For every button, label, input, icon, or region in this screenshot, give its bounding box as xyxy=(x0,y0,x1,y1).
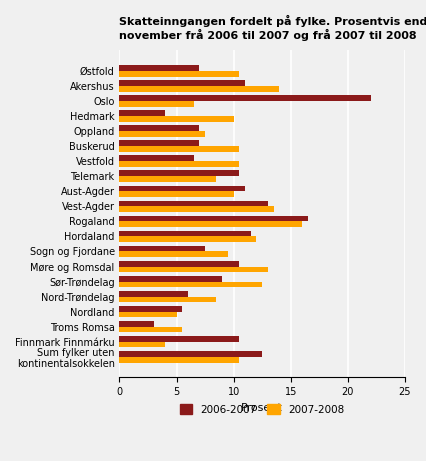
Bar xyxy=(119,116,233,122)
Bar xyxy=(119,95,371,101)
Bar xyxy=(119,357,239,362)
X-axis label: Prosent: Prosent xyxy=(241,402,283,413)
Bar xyxy=(119,321,154,327)
Bar xyxy=(119,155,194,161)
Bar xyxy=(119,141,199,146)
Bar xyxy=(119,146,239,152)
Bar xyxy=(119,342,165,348)
Bar xyxy=(119,296,216,302)
Bar xyxy=(119,171,239,176)
Bar xyxy=(119,306,182,312)
Bar xyxy=(119,71,239,77)
Text: Skatteinngangen fordelt på fylke. Prosentvis endring januar-
november frå 2006 t: Skatteinngangen fordelt på fylke. Prosen… xyxy=(119,15,426,41)
Bar xyxy=(119,191,233,197)
Bar xyxy=(119,336,239,342)
Bar xyxy=(119,261,239,266)
Bar xyxy=(119,251,228,257)
Bar xyxy=(119,110,165,116)
Bar xyxy=(119,185,245,191)
Bar xyxy=(119,201,268,207)
Bar xyxy=(119,236,256,242)
Bar xyxy=(119,312,176,317)
Bar xyxy=(119,230,251,236)
Bar xyxy=(119,282,262,287)
Bar xyxy=(119,65,199,71)
Bar xyxy=(119,291,188,296)
Bar xyxy=(119,161,239,167)
Bar xyxy=(119,216,308,221)
Bar xyxy=(119,207,273,212)
Bar xyxy=(119,221,302,227)
Bar xyxy=(119,86,279,92)
Bar xyxy=(119,246,205,251)
Bar xyxy=(119,101,194,106)
Bar xyxy=(119,276,222,282)
Bar xyxy=(119,351,262,357)
Bar xyxy=(119,125,199,131)
Bar xyxy=(119,80,245,86)
Bar xyxy=(119,176,216,182)
Legend: 2006-2007, 2007-2008: 2006-2007, 2007-2008 xyxy=(180,404,344,415)
Bar xyxy=(119,266,268,272)
Bar xyxy=(119,327,182,332)
Bar xyxy=(119,131,205,137)
